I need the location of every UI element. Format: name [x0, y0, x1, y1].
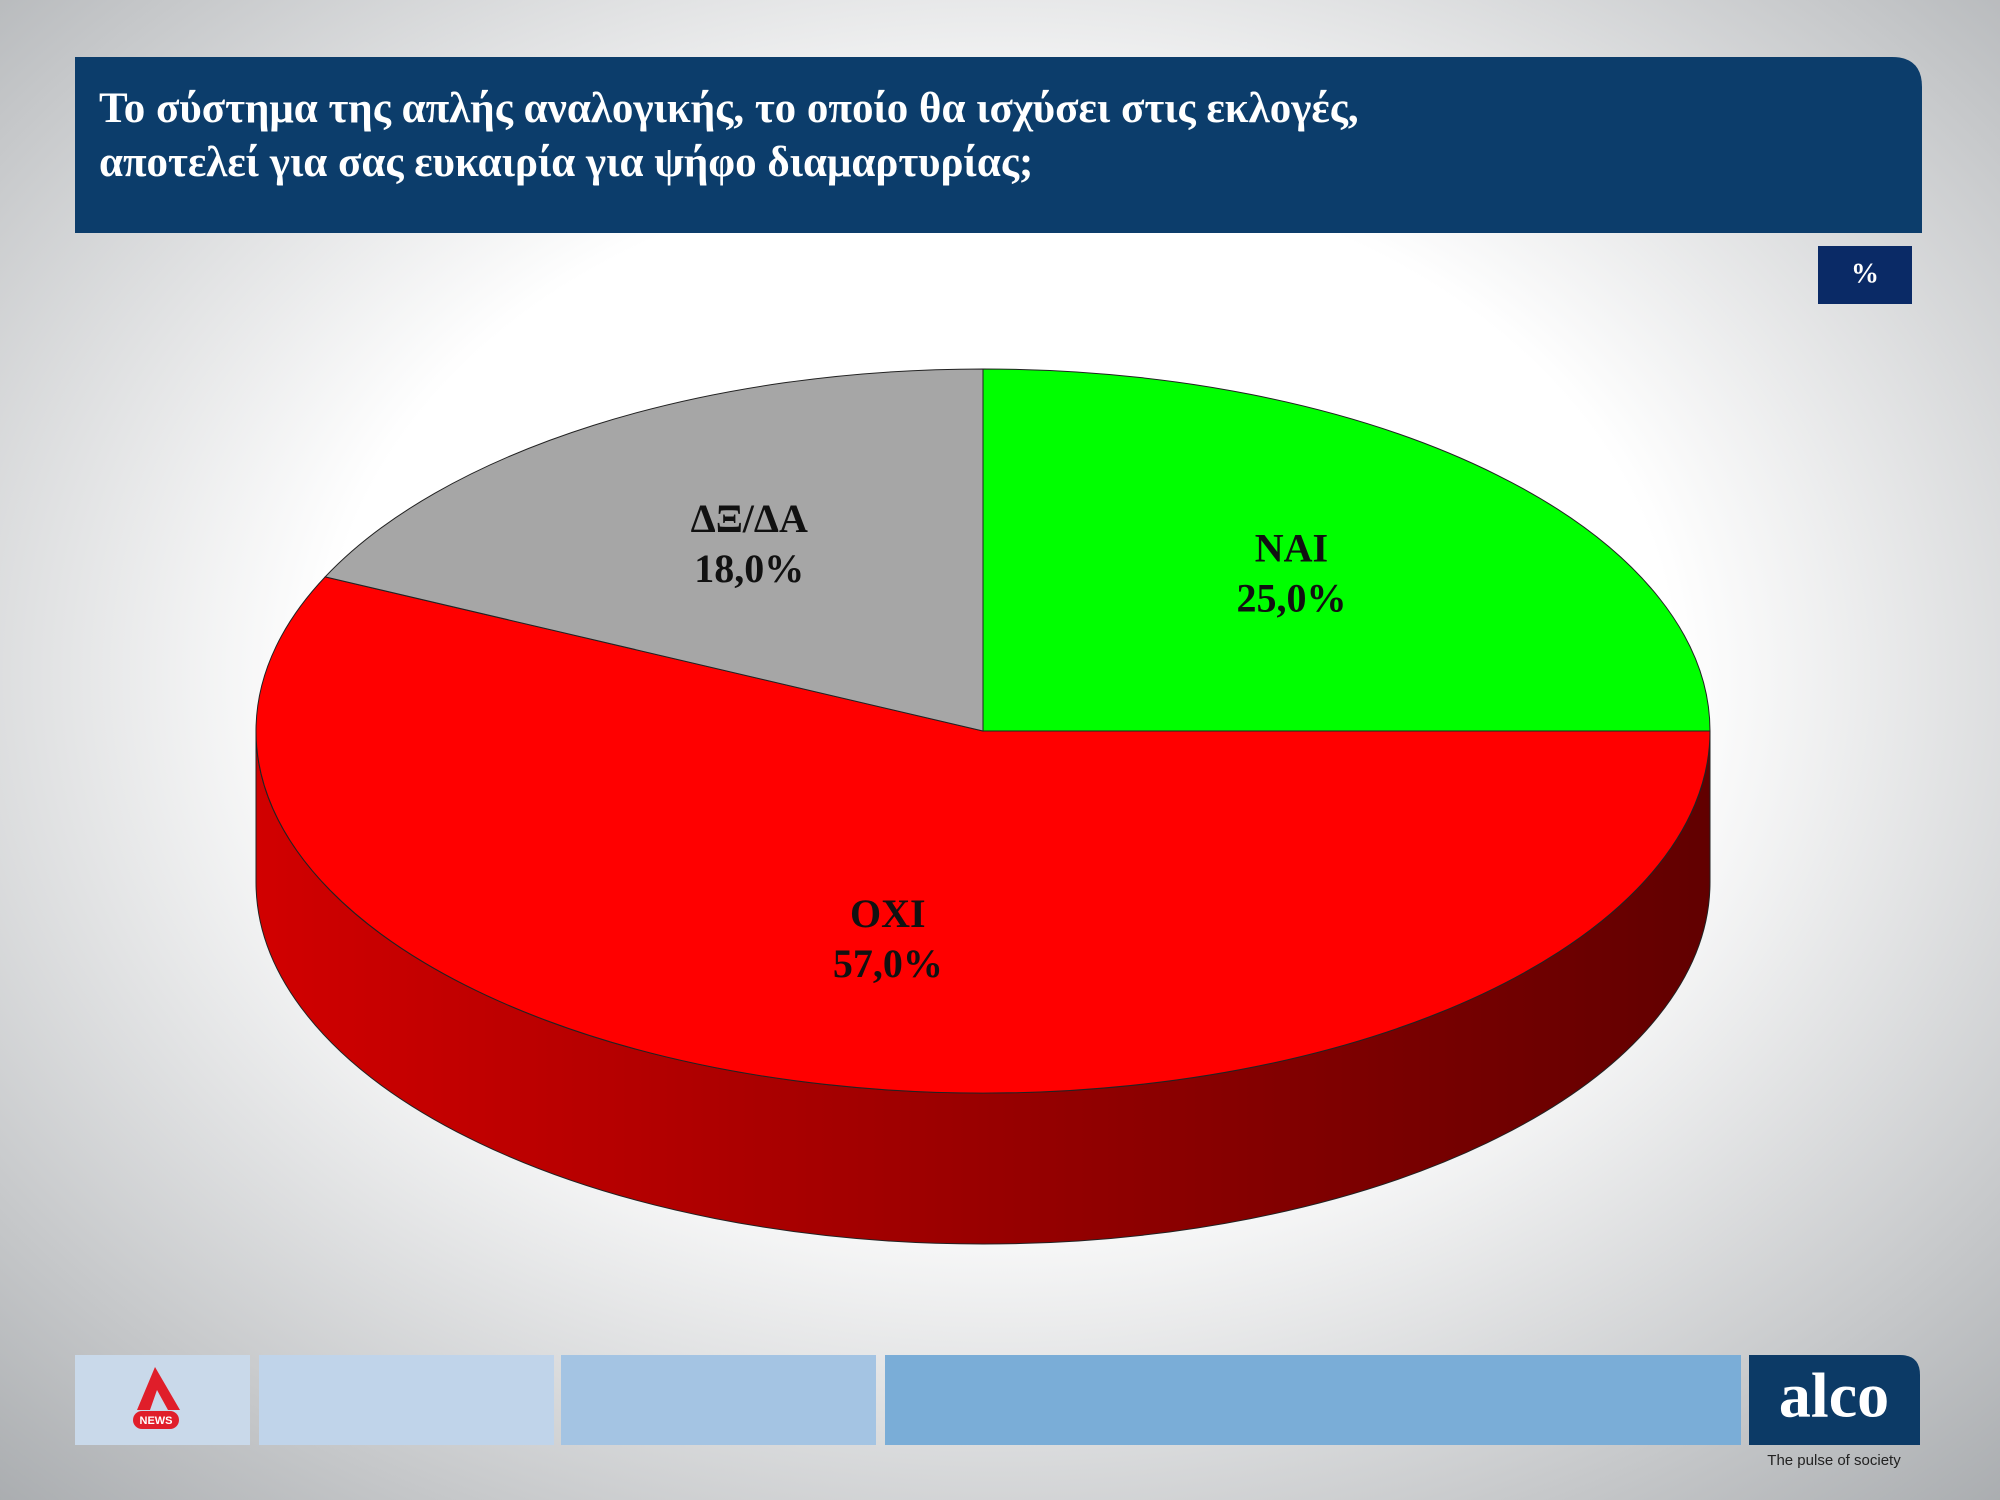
logo-badge	[133, 1411, 179, 1429]
pie-chart: ΝΑΙ 25,0% ΟΧΙ 57,0% ΔΞ/ΔΑ 18,0%	[255, 368, 1711, 1245]
logo-text: NEWS	[140, 1415, 173, 1427]
footer-box	[259, 1355, 554, 1445]
unit-label: %	[1851, 258, 1879, 289]
data-label: 25,0%	[1236, 576, 1346, 621]
data-label: 18,0%	[694, 546, 804, 591]
brand: alco	[1779, 1360, 1889, 1431]
title-bar	[75, 57, 1922, 233]
chart-title: αποτελεί για σας ευκαιρία για ψήφο διαμα…	[99, 139, 1033, 186]
slice-label: ΔΞ/ΔΑ	[691, 496, 808, 541]
unit-box	[1818, 246, 1912, 304]
footer-box	[561, 1355, 876, 1445]
slice-label: ΝΑΙ	[1255, 526, 1328, 571]
logo-shape	[137, 1367, 180, 1410]
footer-box	[885, 1355, 1741, 1445]
slice-label: ΟΧΙ	[850, 891, 926, 936]
tagline: The pulse of society	[1767, 1452, 1901, 1469]
brand-box	[1749, 1355, 1920, 1445]
pie-slice	[255, 576, 1711, 1094]
pie-slice	[324, 368, 984, 732]
pie-slice	[982, 368, 1711, 732]
data-label: 57,0%	[833, 941, 943, 986]
chart-title: Το σύστημα της απλής αναλογικής, το οποί…	[99, 85, 1359, 132]
